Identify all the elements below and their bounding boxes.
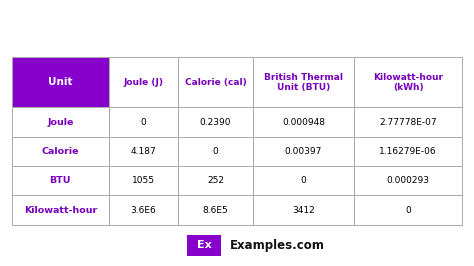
Text: Joule (J): Joule (J) (124, 78, 164, 87)
Bar (354, 57, 462, 107)
Text: 0: 0 (405, 206, 411, 215)
Bar (12, 137, 109, 166)
Bar (178, 166, 253, 196)
Text: 0.000293: 0.000293 (387, 176, 429, 185)
Bar (12, 107, 109, 137)
Text: 1.16279E-06: 1.16279E-06 (379, 147, 437, 156)
Text: Calorie: Calorie (42, 147, 79, 156)
Text: 3412: 3412 (292, 206, 315, 215)
Text: Kilowatt-hour: Kilowatt-hour (24, 206, 97, 215)
Bar (178, 196, 253, 225)
Bar (12, 57, 109, 107)
Bar (253, 57, 354, 107)
Text: 8.6E5: 8.6E5 (203, 206, 228, 215)
Text: 1055: 1055 (132, 176, 155, 185)
Bar (109, 166, 178, 196)
Text: 0: 0 (301, 176, 306, 185)
Text: CONVERSION OF ENERGY UNITS: CONVERSION OF ENERGY UNITS (69, 19, 405, 38)
Bar (12, 166, 109, 196)
Text: Ex: Ex (197, 240, 212, 250)
Text: 4.187: 4.187 (131, 147, 156, 156)
Text: Calorie (cal): Calorie (cal) (185, 78, 246, 87)
Bar (109, 107, 178, 137)
Bar (253, 196, 354, 225)
Bar (178, 137, 253, 166)
Text: 0.00397: 0.00397 (285, 147, 322, 156)
Text: 252: 252 (207, 176, 224, 185)
Bar (178, 107, 253, 137)
Bar (354, 137, 462, 166)
Bar (12, 196, 109, 225)
Text: British Thermal
Unit (BTU): British Thermal Unit (BTU) (264, 73, 343, 92)
Text: Kilowatt-hour
(kWh): Kilowatt-hour (kWh) (373, 73, 443, 92)
Text: BTU: BTU (49, 176, 71, 185)
Text: 3.6E6: 3.6E6 (131, 206, 156, 215)
Text: Examples.com: Examples.com (230, 239, 325, 252)
Bar (354, 107, 462, 137)
Bar (109, 196, 178, 225)
Text: Unit: Unit (48, 77, 73, 87)
Text: 2.77778E-07: 2.77778E-07 (379, 118, 437, 127)
Bar (354, 166, 462, 196)
Text: 0.000948: 0.000948 (282, 118, 325, 127)
Text: 0: 0 (141, 118, 146, 127)
Bar (354, 196, 462, 225)
Bar (109, 137, 178, 166)
Text: Joule: Joule (47, 118, 73, 127)
Bar (178, 57, 253, 107)
Bar (109, 57, 178, 107)
Bar (253, 107, 354, 137)
Text: 0.2390: 0.2390 (200, 118, 231, 127)
Bar (253, 166, 354, 196)
Text: 0: 0 (213, 147, 219, 156)
Bar (253, 137, 354, 166)
Bar (187, 235, 221, 256)
